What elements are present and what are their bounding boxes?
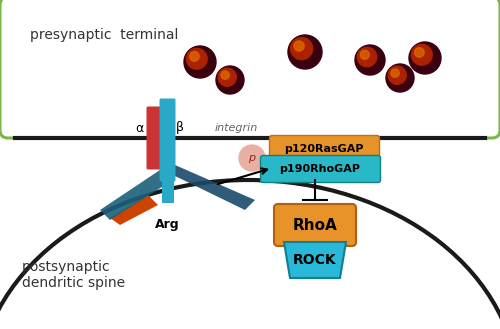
Text: postsynaptic
dendritic spine: postsynaptic dendritic spine bbox=[22, 260, 125, 290]
Circle shape bbox=[360, 50, 369, 59]
Text: p190RhoGAP: p190RhoGAP bbox=[280, 164, 360, 174]
Circle shape bbox=[414, 48, 424, 57]
Circle shape bbox=[239, 145, 265, 171]
Circle shape bbox=[186, 48, 207, 69]
Text: α: α bbox=[136, 121, 144, 135]
FancyBboxPatch shape bbox=[260, 156, 380, 183]
Circle shape bbox=[412, 44, 432, 65]
Polygon shape bbox=[173, 165, 255, 210]
FancyBboxPatch shape bbox=[160, 98, 176, 182]
Circle shape bbox=[216, 66, 244, 94]
Polygon shape bbox=[110, 195, 158, 225]
FancyBboxPatch shape bbox=[270, 136, 380, 163]
Circle shape bbox=[391, 69, 400, 77]
Text: ROCK: ROCK bbox=[293, 253, 337, 267]
FancyBboxPatch shape bbox=[0, 0, 500, 138]
Circle shape bbox=[388, 66, 406, 84]
Text: p120RasGAP: p120RasGAP bbox=[284, 144, 364, 154]
Circle shape bbox=[190, 52, 199, 61]
Text: p: p bbox=[248, 153, 256, 163]
Circle shape bbox=[386, 64, 414, 92]
Circle shape bbox=[221, 71, 230, 79]
Text: presynaptic  terminal: presynaptic terminal bbox=[30, 28, 178, 42]
Text: β: β bbox=[176, 121, 184, 135]
Text: RhoA: RhoA bbox=[292, 217, 338, 233]
FancyBboxPatch shape bbox=[274, 204, 356, 246]
Circle shape bbox=[355, 45, 385, 75]
Circle shape bbox=[218, 68, 236, 86]
Circle shape bbox=[290, 38, 312, 60]
Polygon shape bbox=[284, 242, 346, 278]
Circle shape bbox=[288, 35, 322, 69]
Circle shape bbox=[409, 42, 441, 74]
Ellipse shape bbox=[0, 170, 500, 329]
Circle shape bbox=[184, 46, 216, 78]
FancyBboxPatch shape bbox=[146, 107, 162, 169]
Circle shape bbox=[357, 47, 377, 67]
Circle shape bbox=[294, 41, 304, 51]
Bar bbox=[162, 138, 174, 203]
Text: Arg: Arg bbox=[155, 218, 180, 231]
Polygon shape bbox=[100, 168, 165, 220]
Text: integrin: integrin bbox=[215, 123, 258, 133]
